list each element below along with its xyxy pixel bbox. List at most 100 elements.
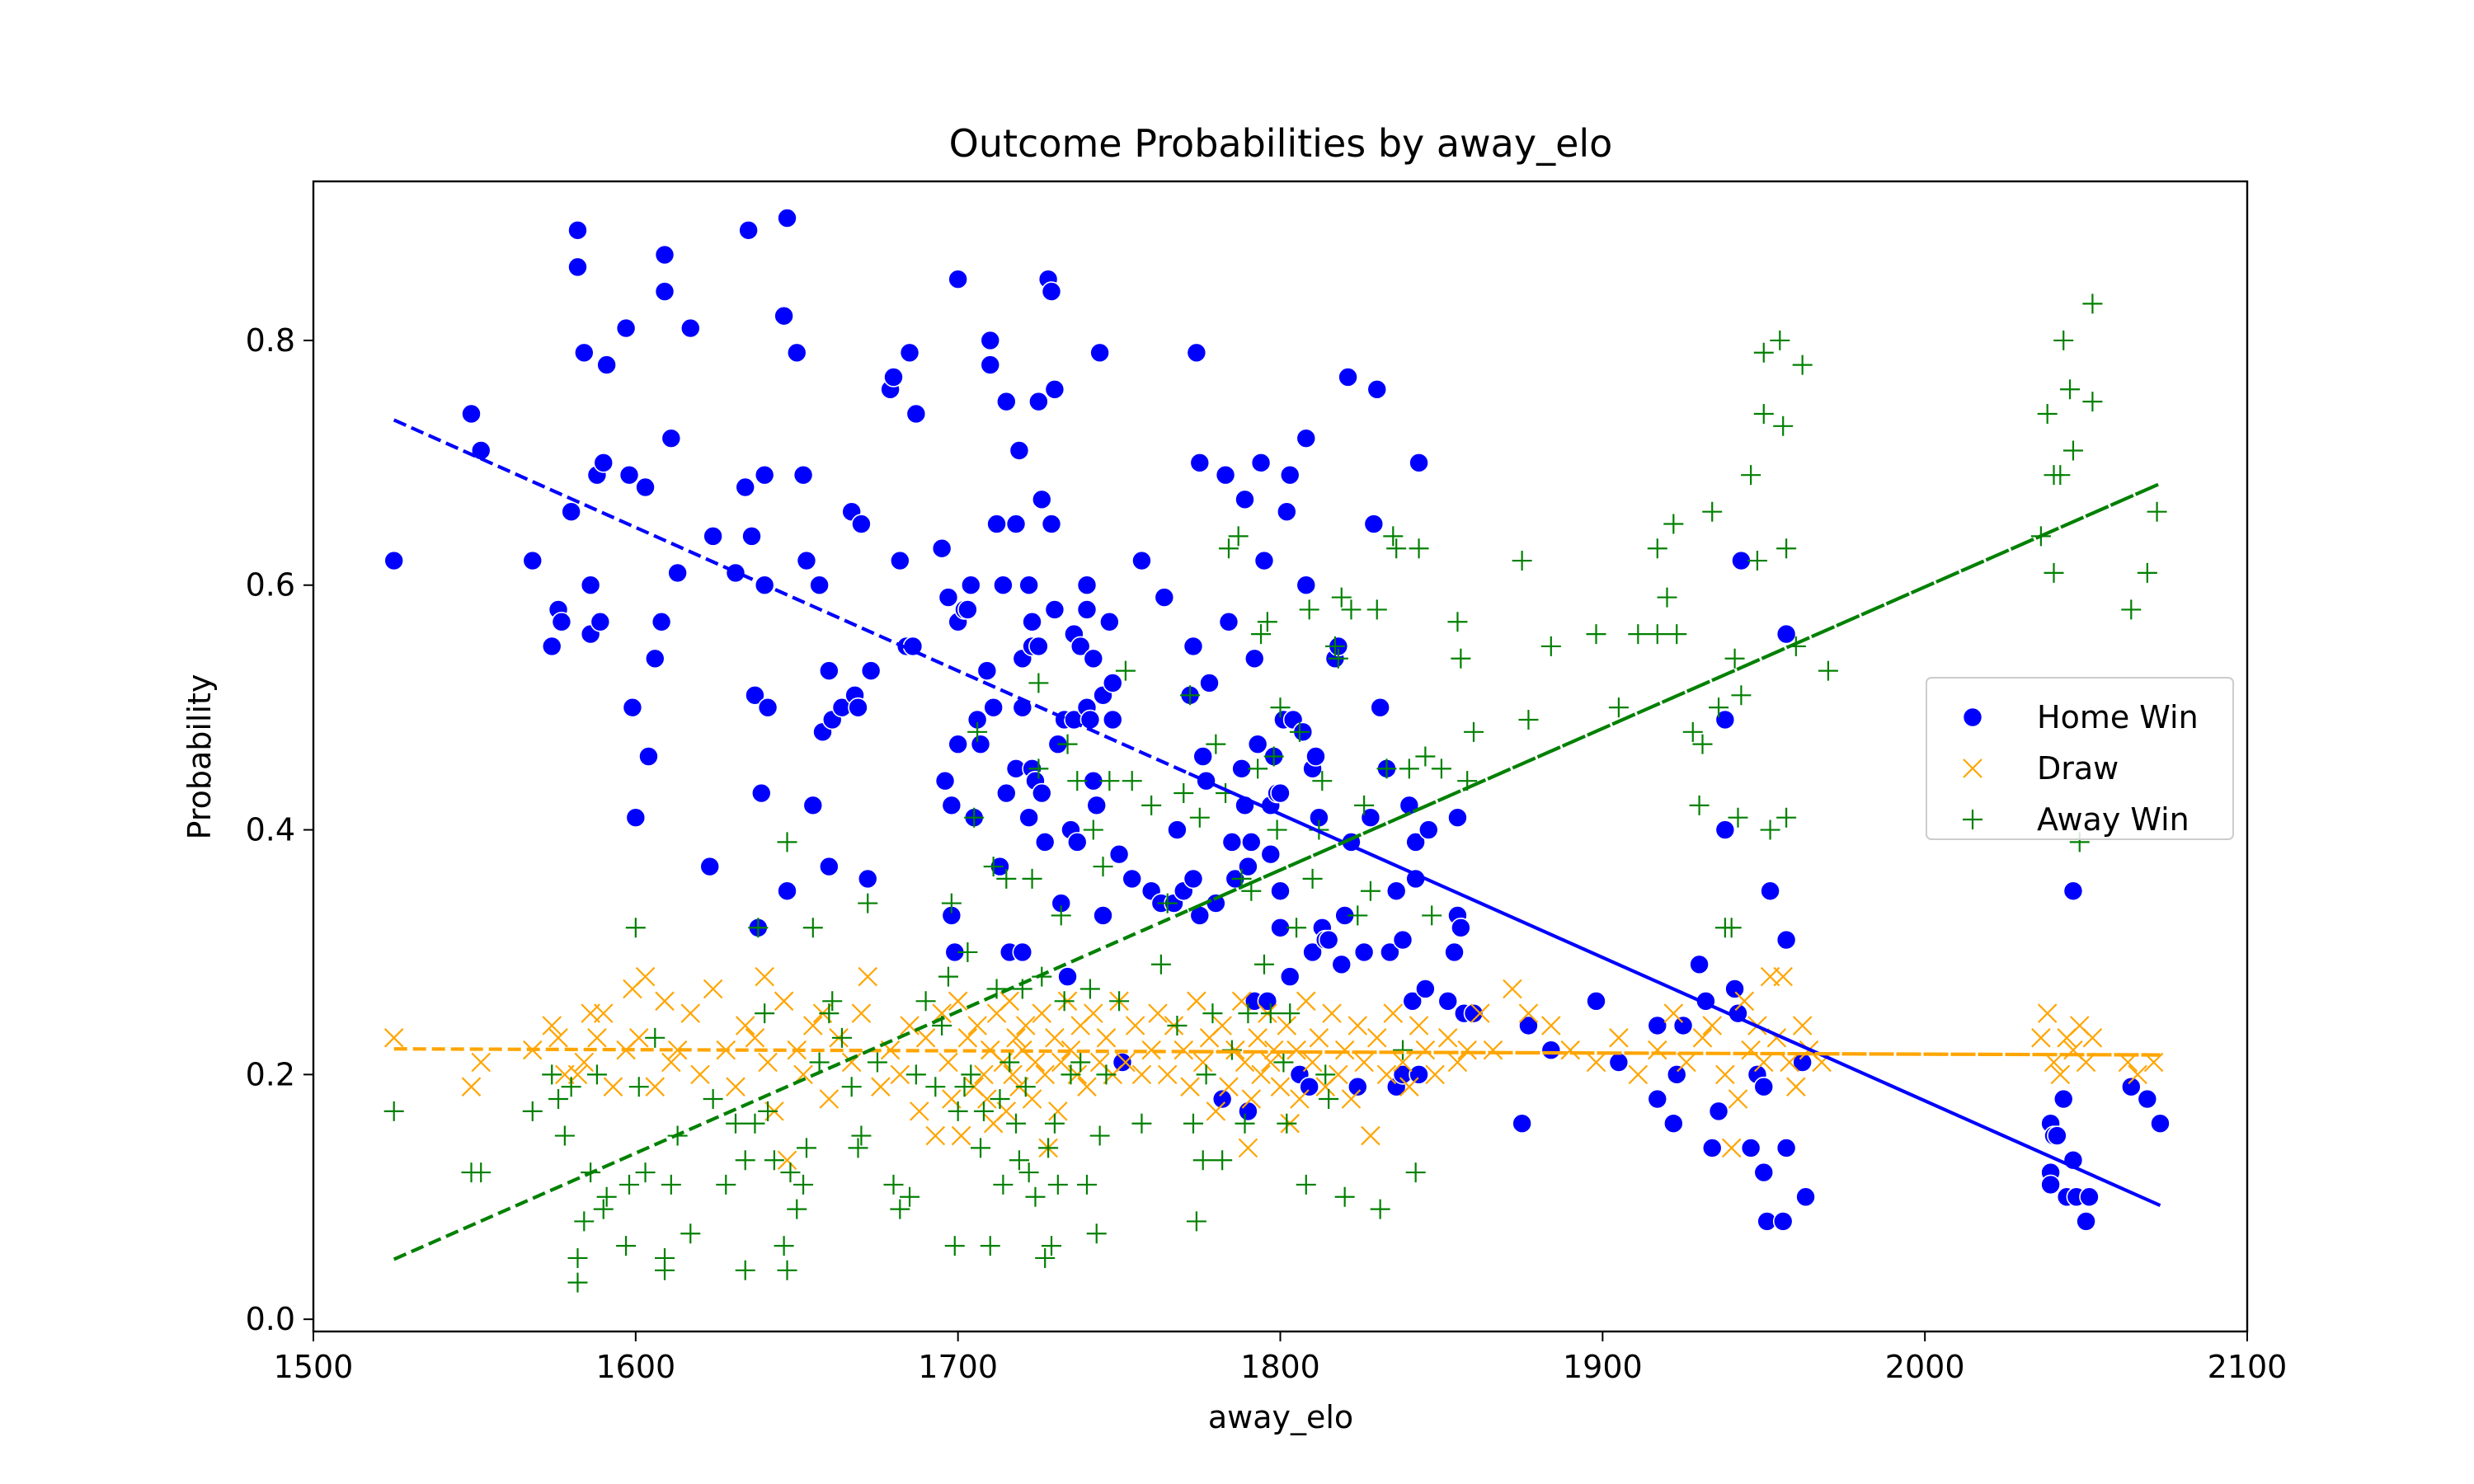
away-win-point [1015,1077,1036,1097]
home-win-point [383,550,405,571]
home-win-point [1183,868,1204,890]
home-win-point [461,403,482,425]
home-win-point [948,269,968,290]
home-win-point [593,453,614,473]
draw-point [951,1125,971,1146]
away-win-point [1122,771,1142,791]
home-win-point [1772,1211,1794,1232]
away-win-point [1131,1113,1152,1134]
home-win-point [1279,464,1300,486]
draw-point [938,1052,958,1073]
draw-point [1206,1101,1226,1121]
away-win-point [1383,526,1404,547]
home-win-point [1409,453,1429,473]
away-win-point [2053,330,2074,350]
home-win-point [819,660,840,681]
away-win-point [1089,1125,1110,1146]
home-win-point [2040,1174,2061,1195]
away-win-point [905,1064,926,1085]
home-win-point [1131,550,1152,571]
away-win-point [793,1174,814,1195]
home-win-point [1672,1015,1694,1036]
legend-label-draw: Draw [2037,750,2119,787]
away-win-point [522,1101,543,1121]
home-win-point [590,611,611,632]
away-win-point [619,1174,640,1195]
away-win-point [1083,819,1103,840]
away-win-point [967,721,988,742]
x-tick-label: 1900 [1563,1349,1643,1385]
home-win-point [1380,942,1400,963]
home-win-point [1366,378,1388,400]
home-win-point [2121,1076,2142,1097]
draw-point [1425,1064,1445,1085]
away-win-point [983,857,1004,877]
away-win-point [1038,1138,1059,1158]
home-win-point [1689,954,1710,975]
home-win-point [1086,795,1108,816]
home-win-point [1012,942,1033,963]
home-win-point [596,355,617,375]
draw-point [1586,1052,1606,1073]
away-win-point [2050,465,2071,486]
away-win-point [1022,868,1042,889]
away-win-point [628,1077,649,1097]
draw-point [1270,1077,1291,1097]
home-win-point [1057,966,1078,987]
draw-point [1025,1052,1046,1073]
away-win-point [1228,526,1249,547]
home-win-point [1447,807,1468,829]
home-win-point [848,697,868,718]
home-win-point [857,868,878,890]
draw-point [1131,1064,1152,1085]
away-win-point [1702,501,1723,522]
home-win-point [1663,1113,1684,1134]
away-win-point [593,1199,614,1219]
away-win-point [1150,954,1171,974]
legend: Home Win Draw Away Win [1926,677,2234,840]
away-win-point [941,893,962,913]
home-win-point [757,697,778,718]
draw-point [1096,1028,1117,1048]
home-win-point [2137,1088,2158,1110]
home-win-point [1296,428,1317,448]
away-win-point [1399,758,1419,779]
home-win-point [1708,1101,1729,1122]
draw-point [1628,1064,1649,1085]
home-win-point [680,317,701,339]
away-win-point [1280,1003,1300,1024]
home-win-point [1028,391,1049,412]
draw-point [1692,1028,1713,1048]
home-win-point [1666,1064,1687,1085]
home-win-point [1108,843,1130,865]
away-win-point [1721,918,1742,938]
draw-point [803,1016,823,1036]
home-win-point [980,330,1001,351]
away-win-point [1099,771,1120,791]
home-win-point [1028,636,1049,657]
draw-point [948,991,968,1012]
away-win-point [831,1027,852,1048]
home-win-point [1724,979,1745,999]
away-win-trendline [393,909,1190,1261]
away-win-point [1608,697,1629,718]
away-win-point [1331,587,1352,608]
home-win-point [793,464,814,486]
away-win-point [848,1138,868,1158]
home-win-point [1444,942,1465,963]
draw-point [1241,1089,1262,1109]
away-win-point [867,1052,887,1073]
away-win-point [1044,1113,1065,1134]
home-win-point [638,746,659,767]
home-win-point [1018,807,1039,829]
away-win-point [1431,758,1451,779]
home-win-point [777,208,797,228]
away-win-point [1079,979,1100,999]
home-win-point [1250,453,1272,473]
away-win-point [2082,294,2103,314]
draw-point [1235,1052,1255,1073]
home-win-point [860,660,882,681]
home-win-point [2053,1088,2074,1110]
home-win-point [1031,782,1052,804]
home-win-point [1005,514,1027,534]
